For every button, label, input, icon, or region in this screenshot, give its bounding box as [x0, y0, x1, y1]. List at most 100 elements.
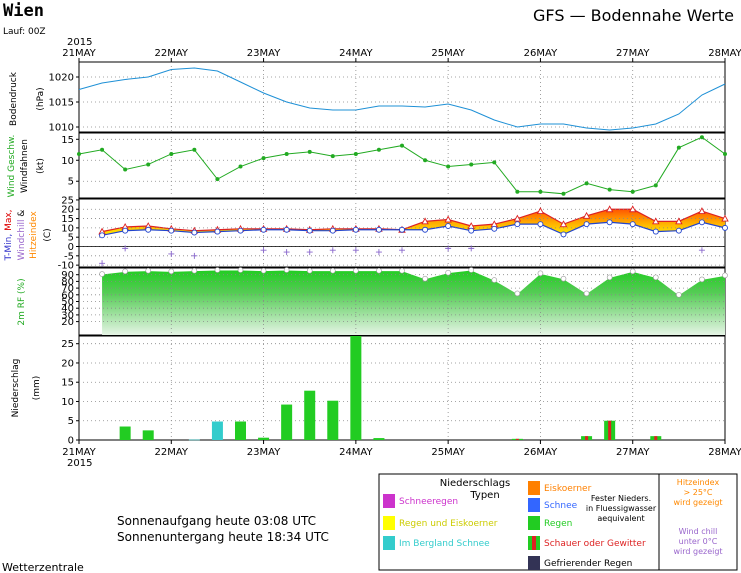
legend-box — [378, 473, 660, 571]
ylabel-humidity-text: 2m RF (%) — [17, 278, 27, 325]
sunset-text: Sonnenuntergang heute 18:34 UTC — [117, 530, 329, 544]
x-axis-bottom: 21MAY 22MAY 23MAY 24MAY 25MAY 26MAY 27MAY 28MAY — [62, 440, 741, 458]
ylabel-temp-unit: (C) — [43, 228, 53, 241]
legend-notes-box — [658, 473, 738, 571]
humidity-point — [260, 267, 267, 274]
wind-point — [330, 154, 335, 159]
precip-bar-shower — [515, 438, 519, 440]
wind-point — [492, 160, 497, 165]
ytick-label-humidity: 40 — [61, 304, 74, 315]
humidity-point — [514, 290, 521, 297]
xtick-label-bottom: 28MAY — [708, 447, 741, 458]
legend-swatch-shower — [532, 536, 536, 550]
windchill-marker — [352, 247, 359, 254]
tmax-marker — [605, 205, 614, 213]
city-title: Wien — [3, 1, 44, 21]
precip-bar — [327, 400, 339, 440]
precip-bar — [350, 336, 362, 440]
legend-swatch — [383, 536, 395, 550]
wind-point — [423, 158, 428, 163]
ylabel-temp-line2: Windchill & — [17, 210, 27, 261]
ytick-label-humidity: 80 — [61, 277, 74, 288]
precip-bar — [258, 437, 270, 440]
humidity-point — [145, 267, 152, 274]
xtick-label-bottom: 26MAY — [524, 447, 558, 458]
windchill-marker — [260, 247, 267, 254]
fester-note-3: aequivalent — [597, 514, 644, 523]
tmin-marker — [306, 227, 313, 234]
legend-label: Schauer oder Gewitter — [544, 539, 646, 549]
tmax-marker — [721, 214, 729, 222]
ylabel-pressure: Bodendruck (hPa) — [9, 71, 46, 126]
xtick-label-bottom: 23MAY — [247, 447, 281, 458]
tmin-marker — [168, 227, 175, 234]
precip-bar-shower — [608, 420, 612, 440]
precip-bar-shower — [585, 436, 589, 440]
humidity-point — [353, 267, 359, 274]
chill-note-2: unter 0°C — [679, 537, 718, 546]
legend-swatch — [528, 481, 540, 495]
humidity-point — [168, 268, 175, 275]
humidity-point — [99, 271, 105, 277]
wind-point — [169, 151, 174, 156]
humidity-point — [399, 267, 405, 274]
humidity-point — [445, 269, 451, 276]
wind-point — [123, 167, 128, 172]
wind-point — [538, 189, 543, 194]
wind-point — [699, 135, 704, 140]
chill-note-3: wird gezeigt — [673, 547, 722, 556]
ytick-label-temperature: 15 — [61, 214, 74, 225]
windchill-marker — [468, 245, 475, 252]
humidity-point — [237, 267, 244, 273]
wind-point — [723, 151, 727, 156]
ytick-label-temperature: 0 — [68, 242, 74, 253]
legend-label: Im Bergland Schnee — [399, 539, 490, 549]
xtick-label-top: 26MAY — [524, 48, 558, 59]
wind-point — [676, 145, 681, 150]
humidity-point — [491, 277, 498, 283]
humidity-point — [376, 267, 382, 274]
windchill-marker — [283, 249, 290, 256]
ytick-label-temperature: -10 — [58, 261, 74, 272]
sunrise-text: Sonnenaufgang heute 03:08 UTC — [117, 514, 316, 528]
wind-point — [376, 147, 381, 152]
humidity-point — [629, 268, 636, 275]
humidity-point — [329, 267, 336, 274]
humidity-point — [583, 290, 590, 297]
humidity-point — [606, 274, 613, 281]
panel-wind: 5 10 15 — [61, 132, 727, 199]
humidity-point — [122, 268, 128, 275]
ylabel-temperature: T-Min, Max, Windchill & Hitzeindex (C) — [4, 209, 53, 261]
wind-point — [261, 156, 266, 161]
legend-label: Schnee — [544, 501, 578, 511]
windchill-marker — [191, 252, 198, 259]
precip-bar — [119, 426, 131, 440]
source-label: Wetterzentrale — [2, 561, 84, 573]
humidity-point — [537, 270, 544, 277]
ylabel-wind: Wind Geschw. Windfahnen (kt) — [7, 135, 46, 198]
tmax-marker — [444, 215, 452, 223]
wind-point — [653, 183, 658, 188]
heat-note-1: Hitzeindex — [677, 478, 720, 487]
tmin-marker — [329, 227, 336, 234]
ytick-label-precipitation: 0 — [68, 436, 74, 447]
panel-frame-pressure — [78, 61, 726, 133]
windchill-marker — [445, 245, 452, 252]
legend-swatch — [383, 516, 395, 530]
xtick-label-top: 22MAY — [155, 48, 189, 59]
ylabel-precip-text: Niederschlag — [11, 359, 21, 418]
windchill-marker — [698, 247, 705, 254]
wind-point — [146, 162, 151, 167]
legend-title-2: Typen — [469, 490, 499, 501]
tmax-marker — [421, 217, 429, 225]
windchill-marker — [399, 247, 405, 254]
ylabel-pressure-text: Bodendruck — [9, 71, 19, 126]
legend-label: Gefrierender Regen — [544, 559, 632, 569]
run-label: Lauf: 00Z — [3, 27, 46, 37]
ylabel-pressure-unit: (hPa) — [36, 87, 46, 110]
heat-note-3: wird gezeigt — [673, 498, 722, 507]
humidity-point — [652, 274, 659, 281]
legend-label: Eiskoerner — [544, 484, 592, 494]
wind-point — [100, 147, 105, 152]
